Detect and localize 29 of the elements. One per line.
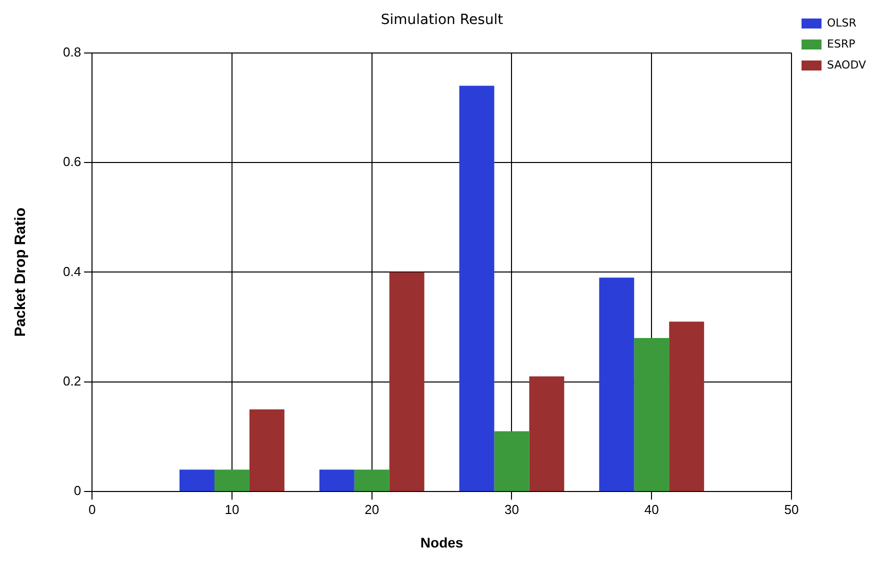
x-tick-label: 20 [364,502,380,517]
x-tick-label: 30 [504,502,519,517]
bar [319,470,354,492]
y-tick-label: 0.4 [62,264,82,279]
bar [249,409,284,492]
bar [180,470,214,492]
y-tick-label: 0.6 [62,154,82,170]
legend-label: OLSR [827,16,857,30]
bar [389,272,424,492]
legend-label: SAODV [827,58,866,72]
bar [669,322,704,492]
x-tick-label: 0 [88,502,96,517]
x-tick-label: 50 [784,502,799,517]
chart-title: Simulation Result [380,12,504,28]
y-tick-label: 0.2 [62,373,82,388]
x-tick-label: 10 [224,502,240,517]
y-axis-title: Packet Drop Ratio [12,208,30,337]
legend-label: ESRP [827,37,856,50]
y-tick-label: 0 [74,483,82,498]
x-tick-label: 40 [644,502,659,517]
bar [354,470,390,492]
y-tick-label: 0.8 [62,44,82,60]
bar [494,431,530,492]
bar [529,376,564,492]
bar [214,470,250,492]
bar [459,86,494,492]
bar [634,338,670,492]
x-axis-title: Nodes [420,534,464,550]
bar [599,278,634,492]
